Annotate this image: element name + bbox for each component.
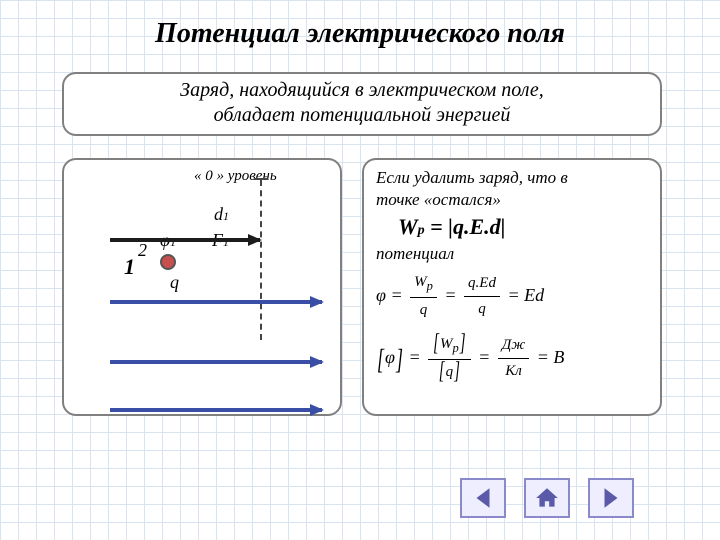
phi-units: [φ] = [Wp] [q] = ДжКл = В xyxy=(376,332,648,386)
home-button[interactable] xyxy=(524,478,570,518)
field-line xyxy=(110,360,322,364)
point-1-label: 1 xyxy=(124,254,135,280)
page-title: Потенциал электрического поля xyxy=(0,0,720,50)
charge-q-label: q xyxy=(170,272,179,293)
question-line3: потенциал xyxy=(376,244,648,264)
triangle-left-icon xyxy=(470,485,496,511)
question-line2: точке «остался» xyxy=(376,190,648,210)
definition-line1: Заряд, находящийся в электрическом поле, xyxy=(64,78,660,103)
definition-line2: обладает потенциальной энергией xyxy=(64,103,660,128)
charge-dot xyxy=(160,254,176,270)
definition-box: Заряд, находящийся в электрическом поле,… xyxy=(62,72,662,136)
forward-button[interactable] xyxy=(588,478,634,518)
zero-dashed-line xyxy=(260,180,262,340)
energy-formula: Wp = |q.E.d| xyxy=(376,214,648,240)
distance-d1-label: d1 xyxy=(214,204,229,225)
nav-bar xyxy=(460,478,634,518)
back-button[interactable] xyxy=(460,478,506,518)
triangle-right-icon xyxy=(598,485,624,511)
phi-definition: φ = Wpq = q.Edq = Ed xyxy=(376,270,648,324)
zero-level-label: « 0 » уровень xyxy=(194,168,277,185)
field-line xyxy=(110,300,322,304)
question-line1: Если удалить заряд, что в xyxy=(376,168,648,188)
field-line xyxy=(110,408,322,412)
diagram-box: « 0 » уровень d1 1 2 φ1 F1 q xyxy=(62,158,342,416)
point-2-label: 2 xyxy=(138,240,147,261)
equation-block: φ = Wpq = q.Edq = Ed [φ] = [Wp] [q] = Дж… xyxy=(376,270,648,386)
home-icon xyxy=(534,485,560,511)
explanation-box: Если удалить заряд, что в точке «остался… xyxy=(362,158,662,416)
force-arrow xyxy=(110,238,260,242)
